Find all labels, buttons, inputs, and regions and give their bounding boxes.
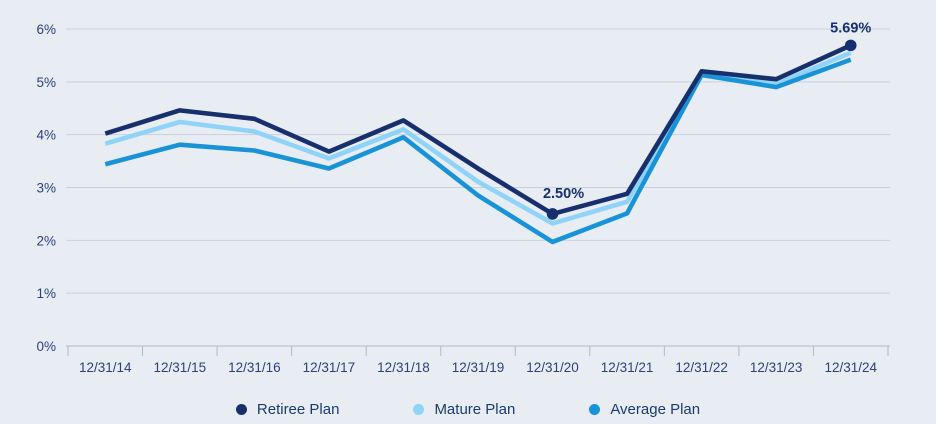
data-point-marker [546,208,559,220]
series-line-retiree-plan [104,43,852,217]
data-point-callout: 2.50% [543,186,584,202]
data-point-marker [844,39,857,52]
legend-label: Mature Plan [434,401,516,418]
y-axis-tick-label: 0% [36,339,56,354]
x-axis-tick-label: 12/31/15 [154,360,207,375]
data-point-callout: 5.69% [830,20,871,36]
legend-label: Retiree Plan [256,401,340,418]
y-axis-tick-label: 2% [36,233,56,248]
legend-item-average-plan: Average Plan [589,401,700,418]
legend-dot-icon [589,404,601,415]
legend-item-retiree-plan: Retiree Plan [235,401,340,418]
x-axis-tick-label: 12/31/20 [526,360,579,375]
y-axis-tick-label: 6% [36,22,56,37]
series-line-average-plan [104,57,852,245]
y-axis-tick-label: 4% [36,128,56,143]
x-axis-tick-label: 12/31/18 [377,360,430,375]
legend-dot-icon [235,404,247,415]
x-axis-tick-label: 12/31/23 [750,360,803,375]
legend-label: Average Plan [610,401,701,418]
x-axis-tick-label: 12/31/24 [824,360,877,375]
x-axis-tick-label: 12/31/19 [452,360,505,375]
x-axis-tick-label: 12/31/17 [303,360,356,375]
legend-dot-icon [413,404,425,415]
line-chart-plot-area: 0% 1% 2% 3% 4% 5% 6% 12/31/14 12/31/15 12/31/16 12… [36,20,890,375]
x-axis-tick-label: 12/31/22 [675,360,728,375]
y-axis-tick-label: 5% [36,75,56,90]
legend-item-mature-plan: Mature Plan [413,401,515,418]
x-axis-tick-label: 12/31/16 [228,360,281,375]
y-axis-tick-label: 3% [36,181,56,196]
chart-legend: Retiree Plan Mature Plan Average Plan [0,401,936,418]
x-axis-tick-label: 12/31/14 [79,360,132,375]
y-axis-tick-label: 1% [36,286,56,301]
x-axis-tick-label: 12/31/21 [601,360,654,375]
